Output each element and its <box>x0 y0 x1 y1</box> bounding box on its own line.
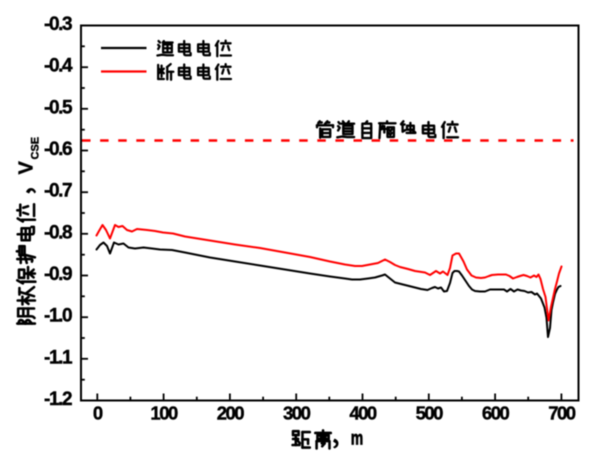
svg-text:-0.4: -0.4 <box>44 56 73 77</box>
svg-text:200: 200 <box>217 403 245 424</box>
svg-text:-0.7: -0.7 <box>44 181 72 202</box>
svg-text:-0.6: -0.6 <box>44 139 72 160</box>
svg-text:CSE: CSE <box>30 137 42 160</box>
svg-text:700: 700 <box>548 403 576 424</box>
svg-text:-1.0: -1.0 <box>44 306 72 327</box>
svg-text:-1.1: -1.1 <box>44 347 73 368</box>
svg-text:100: 100 <box>150 403 178 424</box>
svg-text:600: 600 <box>482 403 510 424</box>
svg-text:-0.8: -0.8 <box>44 222 72 243</box>
svg-text:m: m <box>351 427 363 449</box>
svg-text:-0.5: -0.5 <box>44 97 73 118</box>
svg-text:300: 300 <box>283 403 311 424</box>
svg-text:-0.9: -0.9 <box>44 264 72 285</box>
svg-text:-0.3: -0.3 <box>44 14 72 35</box>
svg-text:V: V <box>15 161 37 175</box>
svg-text:400: 400 <box>349 403 377 424</box>
svg-text:-1.2: -1.2 <box>44 389 72 410</box>
svg-text:0: 0 <box>93 403 103 424</box>
svg-text:500: 500 <box>416 403 444 424</box>
